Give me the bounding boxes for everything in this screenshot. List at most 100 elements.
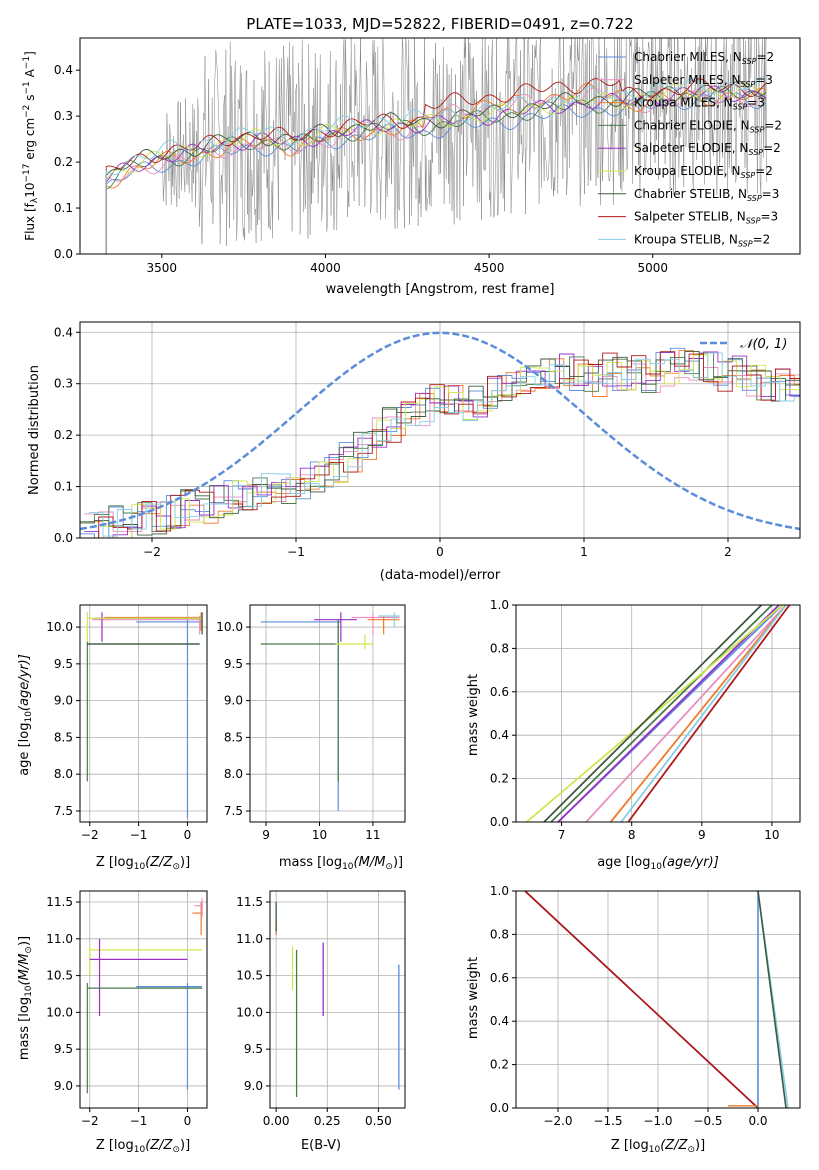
spectrum-xtick-label: 4500 bbox=[474, 261, 505, 275]
massE-ytick-label: 11.0 bbox=[236, 932, 263, 946]
residual-ticks: −2 −1 0 1 2 0.0 0.1 0.2 0.3 0.4 bbox=[54, 325, 732, 559]
massZ-xtick-label: 0 bbox=[184, 1114, 192, 1128]
residual-ytick-label: 0.1 bbox=[54, 480, 73, 494]
residual-legend: 𝒩(0, 1) bbox=[700, 337, 787, 352]
massZ-ytick-label: 9.0 bbox=[54, 1079, 73, 1093]
residual-ylabel: Normed distribution bbox=[27, 365, 42, 495]
model-spectrum-line-5 bbox=[105, 83, 767, 254]
massZ-ytick-label: 9.5 bbox=[54, 1042, 73, 1056]
spectrum-xtick-label: 4000 bbox=[310, 261, 341, 275]
spectrum-ytick-label: 0.4 bbox=[54, 63, 73, 77]
residual-histogram-7 bbox=[84, 351, 800, 539]
cumZ-ytick-label: 1.0 bbox=[490, 884, 509, 898]
cumZ-ytick-label: 0.6 bbox=[490, 971, 509, 985]
cumZ-ytick-label: 0.4 bbox=[490, 1014, 509, 1028]
spectrum-ytick-label: 0.0 bbox=[54, 247, 73, 261]
residual-xtick-label: 0 bbox=[436, 545, 444, 559]
ageZ-ylabel: age [log10(age/yr)] bbox=[17, 654, 34, 776]
cumAge-ytick-label: 1.0 bbox=[490, 598, 509, 612]
spectrum-xtick-label: 3500 bbox=[147, 261, 178, 275]
spectrum-panel: 3500 4000 4500 5000 0.0 0.1 0.2 0.3 0.4 waveleng… bbox=[22, 37, 801, 297]
massZ-ytick-label: 10.5 bbox=[46, 969, 73, 983]
ageZ-frame bbox=[79, 604, 208, 823]
massE-xtick-label: 0.00 bbox=[263, 1114, 290, 1128]
mass-vs-ebv-panel: 0.00 0.25 0.50 9.0 9.5 10.0 10.5 11.0 11.5 bbox=[236, 890, 406, 1128]
legend-label-2: Kroupa MILES, NSSP=3 bbox=[634, 96, 765, 112]
spectrum-ytick-label: 0.3 bbox=[54, 109, 73, 123]
cumAge-xtick-label: 8 bbox=[628, 828, 636, 842]
age-vs-mass-panel: 9 10 11 7.5 8.0 8.5 9.0 9.5 10.0 bbox=[216, 604, 406, 842]
legend-label-1: Salpeter MILES, NSSP=3 bbox=[634, 73, 773, 89]
cumAge-xlabel: age [log10(age/yr)] bbox=[597, 855, 719, 872]
cumAge-ytick-label: 0.0 bbox=[490, 815, 509, 829]
model-spectrum-line-0 bbox=[105, 92, 767, 254]
ageM-ytick-label: 9.5 bbox=[224, 657, 243, 671]
ageZ-ytick-label: 8.0 bbox=[54, 767, 73, 781]
cumZ-line-7 bbox=[524, 890, 759, 1109]
spectrum-ylabel-e: erg cm bbox=[23, 118, 37, 164]
ageZ-ytick-label: 10.0 bbox=[46, 620, 73, 634]
residual-xtick-label: −1 bbox=[287, 545, 305, 559]
cumulative-age-panel: 7 8 9 10 0.0 0.2 0.4 0.6 0.8 1.0 bbox=[490, 598, 801, 842]
ageZ-xtick-label: −1 bbox=[130, 828, 148, 842]
ageM-ytick-label: 8.5 bbox=[224, 730, 243, 744]
residual-xtick-label: 1 bbox=[580, 545, 588, 559]
massE-frame bbox=[269, 890, 406, 1109]
massE-xlabel: E(B-V) bbox=[301, 1138, 341, 1153]
legend-label-6: Chabrier STELIB, NSSP=3 bbox=[634, 187, 779, 203]
cumAge-line-5 bbox=[525, 604, 784, 823]
legend-label-8: Kroupa STELIB, NSSP=2 bbox=[634, 232, 770, 248]
ageM-xtick-label: 9 bbox=[262, 828, 270, 842]
cumZ-xtick-label: −2.0 bbox=[543, 1114, 572, 1128]
cumZ-ylabel: mass weight bbox=[466, 957, 481, 1039]
residual-histogram-panel: −2 −1 0 1 2 0.0 0.1 0.2 0.3 0.4 (data-model)/erro… bbox=[27, 321, 801, 583]
ageZ-ytick-label: 8.5 bbox=[54, 730, 73, 744]
spectrum-xlabel: wavelength [Angstrom, rest frame] bbox=[326, 282, 555, 297]
massE-ytick-label: 10.5 bbox=[236, 969, 263, 983]
ageZ-ytick-label: 9.0 bbox=[54, 694, 73, 708]
cumulative-metallicity-panel: −2.0 −1.5 −1.0 −0.5 0.0 0.0 0.2 0.4 0.6 0.8 1.0 bbox=[490, 884, 801, 1128]
cumZ-xtick-label: −1.5 bbox=[593, 1114, 622, 1128]
cumAge-line-8 bbox=[620, 604, 787, 823]
ageM-ytick-label: 8.0 bbox=[224, 767, 243, 781]
spectrum-xtick-label: 5000 bbox=[637, 261, 668, 275]
ageM-frame bbox=[249, 604, 406, 823]
legend-label-3: Chabrier ELODIE, NSSP=2 bbox=[634, 118, 782, 134]
residual-histogram-5 bbox=[88, 354, 800, 539]
massE-ytick-label: 9.5 bbox=[244, 1042, 263, 1056]
massZ-ytick-label: 11.0 bbox=[46, 932, 73, 946]
ageZ-ytick-label: 7.5 bbox=[54, 804, 73, 818]
residual-xtick-label: 2 bbox=[724, 545, 732, 559]
ageZ-ytick-label: 9.5 bbox=[54, 657, 73, 671]
ageZ-xlabel: Z [log10(Z/Z⊙)] bbox=[96, 855, 190, 872]
cumAge-line-4 bbox=[557, 604, 780, 823]
cumZ-xtick-label: −1.0 bbox=[643, 1114, 672, 1128]
cumZ-ytick-label: 0.0 bbox=[490, 1101, 509, 1115]
massZ-frame bbox=[79, 890, 208, 1109]
residual-xlabel: (data-model)/error bbox=[380, 568, 501, 583]
model-spectrum-line-7 bbox=[105, 78, 767, 254]
residual-histogram-8 bbox=[88, 352, 800, 537]
cumAge-frame bbox=[515, 604, 801, 823]
figure-title: PLATE=1033, MJD=52822, FIBERID=0491, z=0… bbox=[246, 15, 633, 33]
ageM-ytick-label: 7.5 bbox=[224, 804, 243, 818]
cumAge-ytick-label: 0.4 bbox=[490, 728, 509, 742]
cumZ-xtick-label: −0.5 bbox=[693, 1114, 722, 1128]
residual-xtick-label: −2 bbox=[143, 545, 161, 559]
spectrum-ylabel-c: 10 bbox=[23, 183, 37, 198]
massE-ytick-label: 10.0 bbox=[236, 1005, 263, 1019]
spectrum-ytick-label: 0.2 bbox=[54, 155, 73, 169]
spectrum-ylabel: Flux [fλ10−17 erg cm−2 s−1 A−1] bbox=[22, 51, 40, 241]
cumAge-line-7 bbox=[627, 604, 791, 823]
cumZ-ytick-label: 0.8 bbox=[490, 927, 509, 941]
massE-xtick-label: 0.25 bbox=[314, 1114, 341, 1128]
ageM-xtick-label: 10 bbox=[312, 828, 327, 842]
cumZ-xtick-label: 0.0 bbox=[748, 1114, 767, 1128]
cumZ-xlabel: Z [log10(Z/Z⊙)] bbox=[611, 1138, 705, 1155]
ageM-ytick-label: 10.0 bbox=[216, 620, 243, 634]
gaussian-legend-label: 𝒩(0, 1) bbox=[740, 337, 787, 352]
residual-histogram-1 bbox=[84, 363, 800, 533]
massE-ytick-label: 11.5 bbox=[236, 895, 263, 909]
spectrum-ylabel-b: λ bbox=[30, 197, 40, 203]
